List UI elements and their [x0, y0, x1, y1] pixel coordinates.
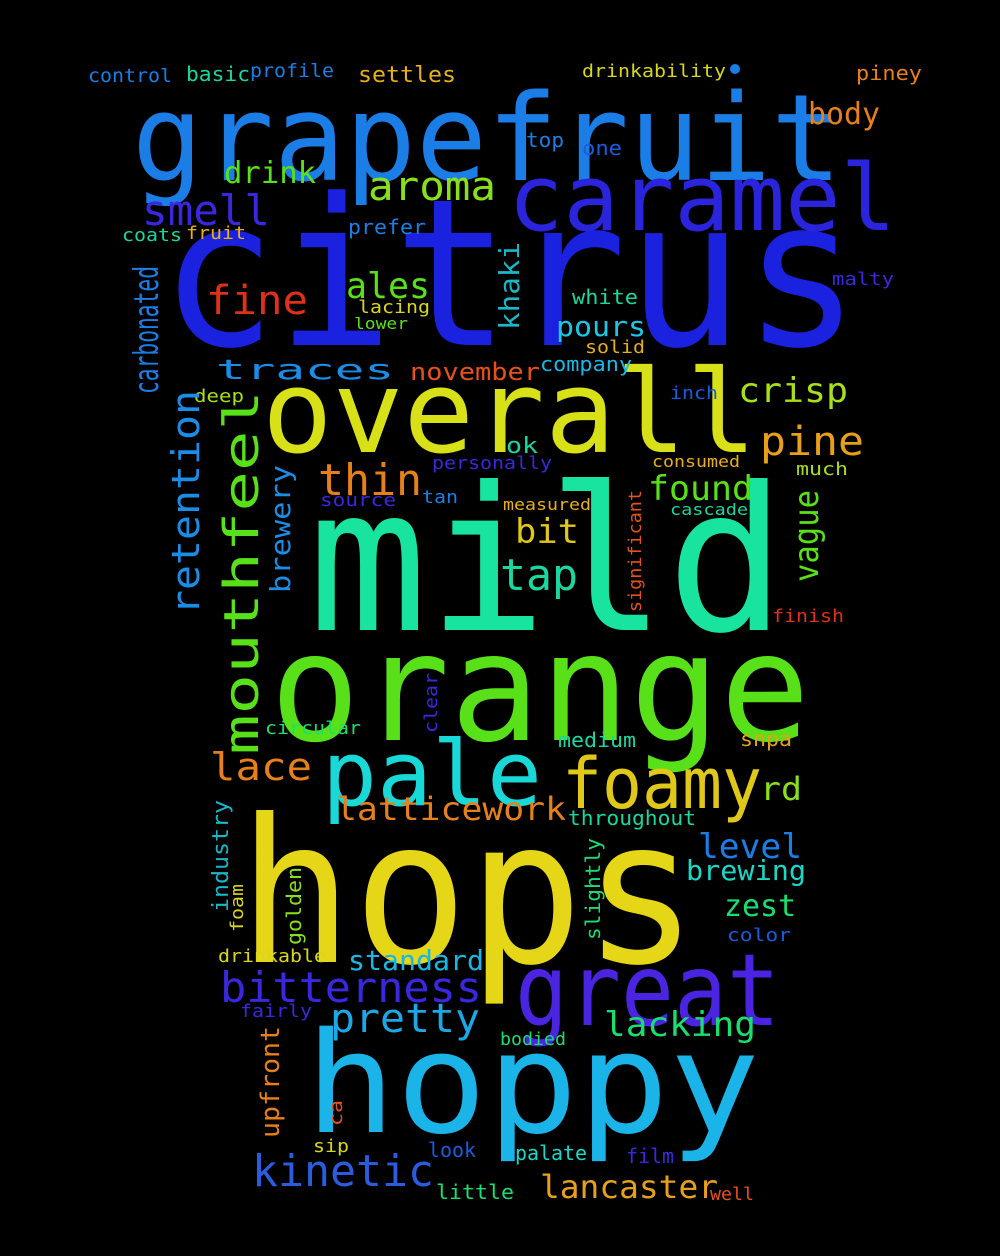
word-carbonated: traces	[216, 353, 394, 386]
word-inch: inch	[670, 383, 718, 404]
word-khaki: khaki	[493, 242, 526, 330]
word-white: white	[572, 285, 638, 309]
word-snpa: snpa	[740, 727, 792, 751]
word-tap: tap	[500, 550, 578, 601]
word-fruit: fruit	[186, 223, 246, 244]
word-upfront: upfront	[256, 1026, 286, 1138]
word-latticework: latticework	[336, 790, 566, 828]
word-great: great	[515, 932, 780, 1049]
word-body: body	[808, 97, 880, 132]
word-bit: bit	[515, 512, 579, 552]
word-film: film	[626, 1144, 674, 1168]
word-significant: significant	[625, 490, 646, 612]
word-deep: deep	[194, 386, 244, 407]
word-lacing: lacing	[358, 297, 430, 318]
word-coats: coats	[122, 225, 182, 246]
word-circular: circular	[265, 718, 361, 739]
word-finish: finish	[772, 606, 844, 627]
word-profile: profile	[250, 60, 334, 82]
word-hops: hops	[238, 777, 698, 1010]
word-clear: clear	[421, 673, 442, 733]
word-foam: foam	[227, 884, 248, 932]
word-company: company	[540, 352, 632, 376]
word-control: control	[88, 65, 172, 87]
word-retention: retention	[164, 390, 208, 615]
word-drink: drink	[224, 156, 316, 191]
dot-mark	[730, 64, 740, 74]
word-lacking: lacking	[604, 1005, 756, 1045]
word-orange: orange	[270, 602, 810, 776]
word-ales: ales	[346, 266, 430, 307]
word-november: november	[410, 358, 540, 386]
word-one: one	[582, 136, 622, 160]
word-caramel: caramel	[508, 145, 896, 252]
word-mouthfeel: mouthfeel	[214, 390, 270, 755]
word-pale: pale	[322, 722, 542, 827]
word-pine: pine	[760, 419, 864, 465]
word-consumed: consumed	[652, 452, 740, 471]
word-drinkability: drinkability	[582, 61, 726, 82]
word-traces: carbonated	[127, 266, 167, 394]
word-lace: lace	[210, 745, 312, 789]
word-cascade: cascade	[670, 500, 748, 519]
word-little: little	[436, 1180, 514, 1204]
word-found: found	[648, 469, 753, 509]
word-bodied: bodied	[500, 1029, 566, 1050]
word-smell: smell	[142, 186, 270, 235]
word-medium: medium	[558, 728, 636, 752]
word-palate: palate	[515, 1141, 587, 1165]
word-zest: zest	[724, 889, 796, 924]
word-much: much	[796, 459, 848, 480]
word-crisp: crisp	[738, 371, 848, 411]
word-pours: pours	[556, 310, 646, 343]
word-citrus: citrus	[160, 156, 860, 394]
word-ok: ok	[506, 434, 538, 459]
word-fine: fine	[206, 278, 308, 324]
word-rd: rd	[760, 770, 802, 808]
word-lancaster: lancaster	[540, 1168, 718, 1206]
word-drinkable: drinkable	[218, 946, 326, 967]
word-settles: settles	[358, 63, 456, 88]
word-aroma: aroma	[368, 164, 496, 210]
word-fairly: fairly	[240, 1001, 312, 1022]
word-vague: vague	[787, 490, 827, 582]
word-measured: measured	[503, 495, 591, 514]
word-malty: malty	[832, 269, 894, 290]
word-basic: basic	[186, 62, 250, 86]
word-grapefruit: grapefruit	[132, 70, 842, 209]
word-thin: thin	[318, 455, 422, 506]
word-tan: tan	[422, 487, 458, 508]
word-mild: mild	[308, 445, 786, 678]
word-industry: industry	[209, 800, 234, 912]
word-personally: personally	[432, 453, 552, 474]
word-brewery: brewery	[264, 465, 297, 593]
word-color: color	[727, 925, 791, 946]
word-bitterness: bitterness	[220, 963, 482, 1012]
word-golden: golden	[282, 867, 306, 945]
word-kinetic: kinetic	[252, 1146, 434, 1197]
word-throughout: throughout	[568, 806, 696, 830]
word-piney: piney	[856, 61, 922, 85]
word-slightly: slightly	[581, 838, 605, 940]
word-solid: solid	[585, 337, 645, 358]
word-foamy: foamy	[562, 743, 762, 825]
word-sip: sip	[313, 1136, 349, 1157]
word-standard: standard	[348, 944, 484, 977]
word-pretty: pretty	[330, 996, 480, 1042]
word-prefer: prefer	[348, 215, 426, 239]
word-lower: lower	[354, 314, 408, 333]
word-hoppy: hoppy	[305, 1003, 760, 1166]
word-overall: overall	[262, 346, 757, 480]
word-well: well	[710, 1184, 754, 1205]
word-source: source	[320, 490, 396, 511]
word-ca: ca	[326, 1100, 347, 1126]
word-level: level	[698, 827, 802, 867]
word-top: top	[526, 128, 564, 152]
word-brewing: brewing	[686, 854, 806, 887]
word-look: look	[428, 1138, 476, 1162]
